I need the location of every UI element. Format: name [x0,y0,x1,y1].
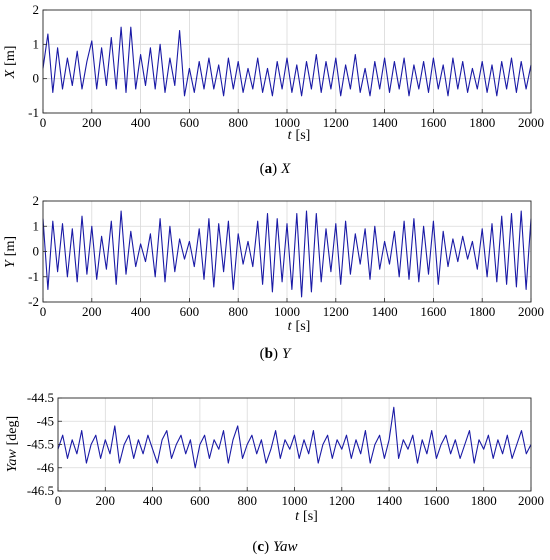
panel-c-yaw-angle: 0 200 400 600 800 1000 1200 1400 1600 1800 2000 -44… [5,390,544,555]
y-tick-label: -2 [28,294,39,309]
x-tick-label: 600 [180,115,200,130]
y-tick-label: 2 [33,193,40,208]
x-axis-unit: [s] [296,319,311,334]
x-tick-label: 0 [40,304,47,319]
y-tick-label: -44.5 [27,390,54,405]
x-axis-label: t [s] [288,319,311,334]
y-axis-var: X [3,69,18,79]
y-axis-unit: [m] [3,236,18,256]
caption-variable: Yaw [273,539,297,555]
x-tick-label: 2000 [518,304,544,319]
x-tick-label: 200 [96,493,116,508]
x-tick-label: 400 [131,304,151,319]
y-tick-label: -46.5 [27,483,54,498]
caption-variable: Y [282,346,292,362]
panel-caption: (b) Y [260,346,292,362]
x-tick-label: 0 [55,493,62,508]
y-tick-label: 1 [33,36,40,51]
y-tick-label: -46 [37,460,55,475]
x-tick-label: 600 [190,493,210,508]
x-axis-var: t [288,319,293,334]
x-tick-label: 200 [82,304,102,319]
y-tick-label: 0 [33,71,40,86]
y-tick-label: -1 [28,105,39,120]
caption-paren-close: ) [273,346,278,362]
y-axis-label: Y [m] [3,236,18,268]
x-tick-label: 1400 [372,304,398,319]
x-tick-label: 1600 [420,304,446,319]
x-axis-label: t [s] [295,509,318,524]
y-tick-label: -45.5 [27,437,54,452]
y-axis-var: Y [3,258,18,268]
caption-paren-close: ) [272,161,277,177]
y-axis-var: Yaw [5,449,20,473]
y-axis-label: X [m] [3,46,18,80]
x-axis-var: t [295,509,300,524]
x-tick-label: 800 [237,493,257,508]
y-tick-label: 1 [33,218,40,233]
x-tick-label: 1800 [469,304,495,319]
x-tick-label: 1600 [423,493,449,508]
x-tick-label: 200 [82,115,102,130]
x-tick-label: 1400 [376,493,402,508]
x-tick-label: 800 [228,304,248,319]
panel-caption: (a) X [260,161,292,177]
x-tick-label: 1400 [372,115,398,130]
x-tick-label: 1000 [282,493,308,508]
x-tick-label: 0 [40,115,47,130]
x-tick-label: 1200 [323,304,349,319]
y-tick-label: 2 [33,2,40,17]
x-tick-label: 1600 [420,115,446,130]
x-tick-label: 400 [131,115,151,130]
x-tick-label: 1200 [323,115,349,130]
panel-a-x-displacement: 0 200 400 600 800 1000 1200 1400 1600 1800 2000-10… [3,2,544,177]
x-tick-label: 1200 [329,493,355,508]
y-tick-label: -1 [28,269,39,284]
y-axis-label: Yaw [deg] [5,416,20,472]
x-axis-label: t [s] [288,128,311,143]
x-axis-unit: [s] [296,128,311,143]
y-axis-unit: [m] [3,46,18,66]
panel-caption: (c) Yaw [252,539,297,555]
x-axis-unit: [s] [303,509,318,524]
y-tick-label: 0 [33,244,40,259]
y-tick-label: -45 [37,413,54,428]
x-tick-label: 2000 [518,493,544,508]
x-tick-label: 2000 [518,115,544,130]
x-tick-label: 1000 [274,304,300,319]
x-tick-label: 1800 [471,493,497,508]
panel-b-y-displacement: 0 200 400 600 800 1000 1200 1400 1600 1800 2000 -2 -… [3,193,544,362]
x-axis-var: t [288,128,293,143]
x-tick-label: 1800 [469,115,495,130]
x-tick-label: 800 [228,115,248,130]
x-tick-label: 600 [180,304,200,319]
x-tick-label: 400 [143,493,163,508]
y-axis-unit: [deg] [5,416,20,446]
caption-letter: b [265,346,273,362]
caption-paren-close: ) [264,539,269,555]
caption-variable: X [280,161,291,177]
